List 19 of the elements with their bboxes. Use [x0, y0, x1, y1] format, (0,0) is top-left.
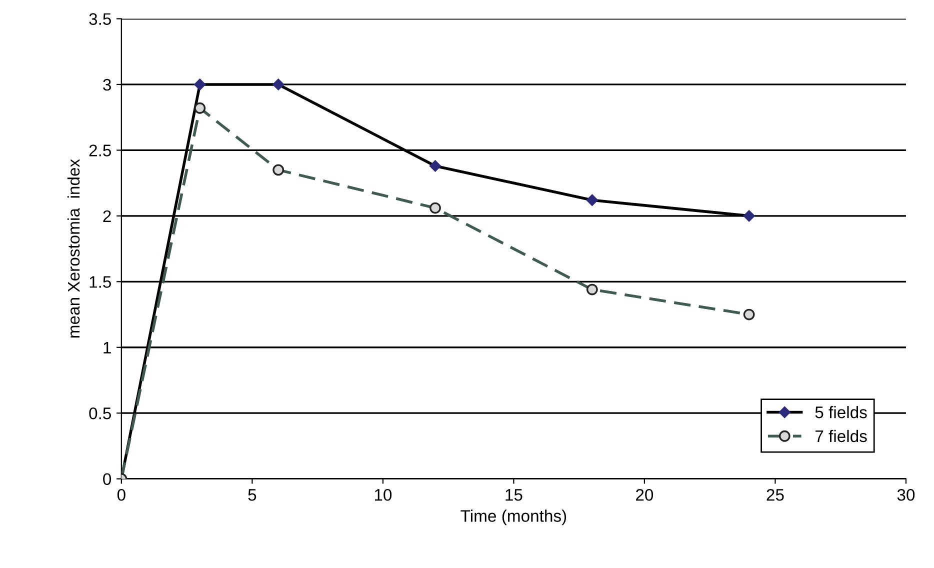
legend-label: 7 fields	[815, 430, 867, 442]
x-tick-label: 30	[897, 488, 915, 501]
x-tick-label: 10	[374, 488, 392, 501]
x-tick-label: 25	[766, 488, 784, 501]
y-tick-label: 0	[103, 473, 112, 486]
x-tick-label: 0	[117, 488, 126, 501]
x-tick-label: 15	[506, 489, 522, 501]
y-tick-label: 1	[104, 342, 111, 354]
legend-label: 5 fields	[815, 406, 867, 418]
x-axis-title: Time (months)	[460, 510, 566, 526]
x-tick-label: 5	[248, 489, 256, 501]
y-tick-label: 3.5	[89, 13, 111, 25]
y-tick-label: 0.5	[89, 408, 111, 420]
y-axis-title: mean Xerostomia index	[67, 159, 80, 338]
y-tick-label: 2.5	[89, 144, 111, 156]
y-tick-label: 1.5	[90, 276, 111, 288]
y-tick-label: 2	[103, 210, 111, 222]
x-tick-label: 20	[636, 488, 654, 501]
y-tick-label: 3	[103, 78, 111, 91]
